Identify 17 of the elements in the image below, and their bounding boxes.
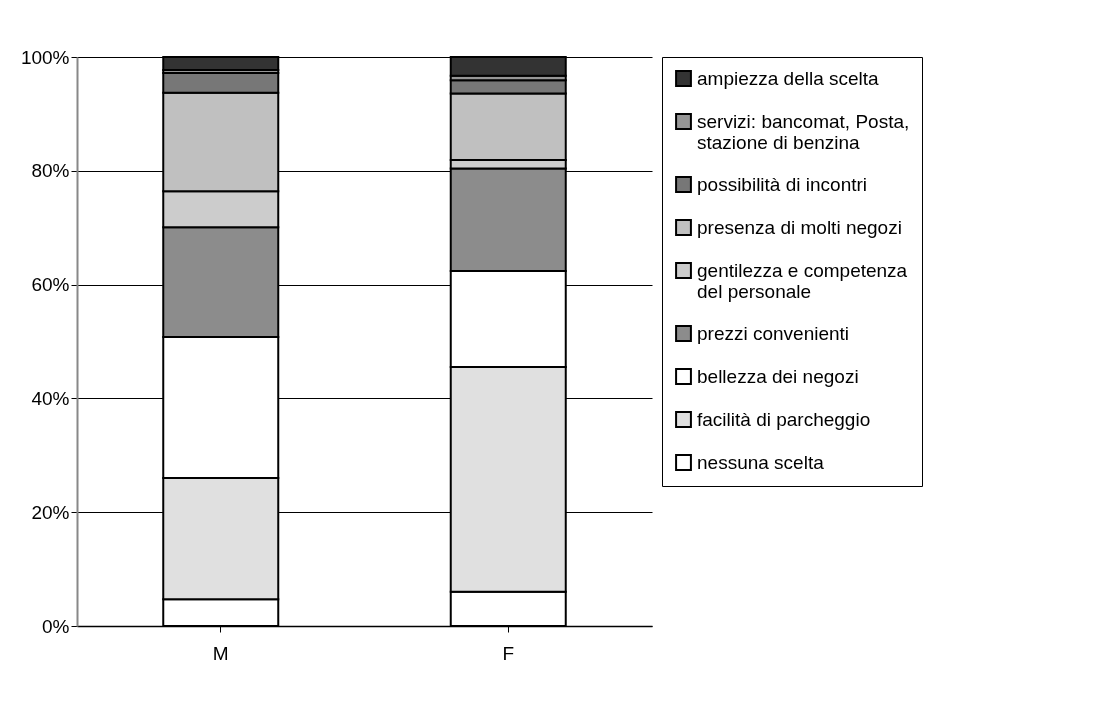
legend-label: ampiezza della scelta bbox=[697, 67, 880, 89]
y-tick-label: 40% bbox=[31, 387, 70, 409]
x-tick-label: F bbox=[502, 642, 515, 664]
x-tick-label: M bbox=[212, 642, 229, 664]
legend-label: prezzi convenienti bbox=[697, 322, 850, 344]
y-tick-label: 80% bbox=[31, 160, 70, 182]
legend-label: nessuna scelta bbox=[697, 451, 825, 473]
y-tick-label: 0% bbox=[42, 615, 70, 637]
y-tick-label: 20% bbox=[31, 501, 70, 523]
legend-label: bellezza dei negozi bbox=[697, 365, 859, 387]
legend-label: possibilità di incontri bbox=[697, 173, 868, 195]
y-tick-label: 60% bbox=[31, 274, 70, 296]
legend-label: presenza di molti negozi bbox=[697, 216, 902, 238]
y-tick-label: 100% bbox=[20, 46, 70, 68]
legend-label: facilità di parcheggio bbox=[697, 408, 871, 430]
legend-label: gentilezza e competenza del personale bbox=[697, 259, 908, 302]
legend-label: servizi: bancomat, Posta, stazione di benzina bbox=[697, 110, 910, 153]
